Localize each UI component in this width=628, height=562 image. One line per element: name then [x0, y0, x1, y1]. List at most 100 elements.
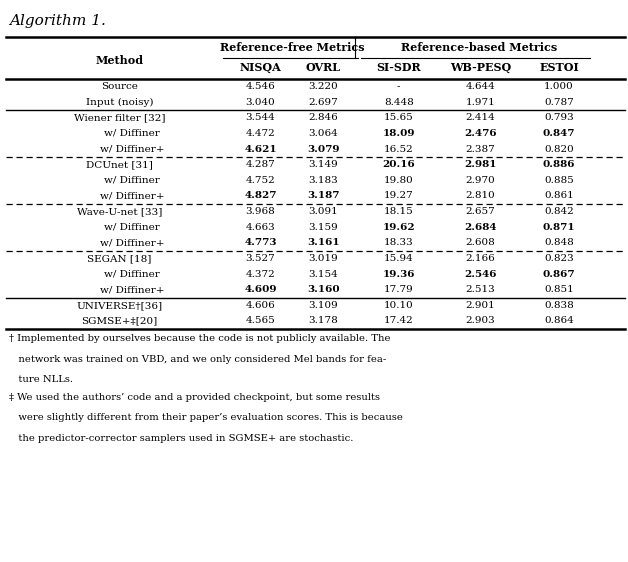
Text: 4.287: 4.287 [246, 160, 276, 169]
Text: 0.823: 0.823 [544, 254, 574, 263]
Text: 2.981: 2.981 [464, 160, 497, 169]
Text: 0.851: 0.851 [544, 285, 574, 294]
Text: 4.644: 4.644 [465, 82, 495, 91]
Text: 20.16: 20.16 [382, 160, 415, 169]
Text: w/ Diffiner+: w/ Diffiner+ [100, 144, 164, 153]
Text: Reference-based Metrics: Reference-based Metrics [401, 42, 557, 53]
Text: 4.606: 4.606 [246, 301, 276, 310]
Text: 16.52: 16.52 [384, 144, 414, 153]
Text: 2.476: 2.476 [464, 129, 497, 138]
Text: 0.848: 0.848 [544, 238, 574, 247]
Text: 0.861: 0.861 [544, 192, 574, 201]
Text: 2.608: 2.608 [465, 238, 495, 247]
Text: 15.94: 15.94 [384, 254, 414, 263]
Text: w/ Diffiner: w/ Diffiner [104, 223, 160, 232]
Text: Reference-free Metrics: Reference-free Metrics [220, 42, 364, 53]
Text: 3.064: 3.064 [308, 129, 338, 138]
Text: 18.15: 18.15 [384, 207, 414, 216]
Text: 2.513: 2.513 [465, 285, 495, 294]
Text: 4.609: 4.609 [244, 285, 277, 294]
Text: 17.79: 17.79 [384, 285, 414, 294]
Text: 0.842: 0.842 [544, 207, 574, 216]
Text: Wave-U-net [33]: Wave-U-net [33] [77, 207, 162, 216]
Text: 0.886: 0.886 [543, 160, 575, 169]
Text: were slightly different from their paper’s evaluation scores. This is because: were slightly different from their paper… [9, 413, 403, 422]
Text: 3.220: 3.220 [308, 82, 338, 91]
Text: 3.178: 3.178 [308, 316, 338, 325]
Text: ture NLLs.: ture NLLs. [9, 375, 73, 384]
Text: 2.387: 2.387 [465, 144, 495, 153]
Text: 19.62: 19.62 [382, 223, 415, 232]
Text: 10.10: 10.10 [384, 301, 414, 310]
Text: Algorithm 1.: Algorithm 1. [9, 14, 106, 28]
Text: NISQA: NISQA [240, 62, 281, 73]
Text: 8.448: 8.448 [384, 98, 414, 107]
Text: 15.65: 15.65 [384, 114, 414, 123]
Text: 3.159: 3.159 [308, 223, 338, 232]
Text: network was trained on VBD, and we only considered Mel bands for fea-: network was trained on VBD, and we only … [9, 355, 387, 364]
Text: 4.663: 4.663 [246, 223, 276, 232]
Text: Wiener filter [32]: Wiener filter [32] [73, 114, 165, 123]
Text: 2.901: 2.901 [465, 301, 495, 310]
Text: 3.160: 3.160 [307, 285, 340, 294]
Text: 2.970: 2.970 [465, 176, 495, 185]
Text: 17.42: 17.42 [384, 316, 414, 325]
Text: 1.000: 1.000 [544, 82, 574, 91]
Text: SEGAN [18]: SEGAN [18] [87, 254, 151, 263]
Text: 3.019: 3.019 [308, 254, 338, 263]
Text: 4.546: 4.546 [246, 82, 276, 91]
Text: w/ Diffiner: w/ Diffiner [104, 176, 160, 185]
Text: 2.697: 2.697 [308, 98, 338, 107]
Text: SGMSE+‡[20]: SGMSE+‡[20] [81, 316, 158, 325]
Text: -: - [397, 82, 401, 91]
Text: 2.810: 2.810 [465, 192, 495, 201]
Text: w/ Diffiner+: w/ Diffiner+ [100, 238, 164, 247]
Text: SI-SDR: SI-SDR [376, 62, 421, 73]
Text: OVRL: OVRL [306, 62, 341, 73]
Text: 2.414: 2.414 [465, 114, 495, 123]
Text: 3.527: 3.527 [246, 254, 276, 263]
Text: 19.27: 19.27 [384, 192, 414, 201]
Text: † Implemented by ourselves because the code is not publicly available. The: † Implemented by ourselves because the c… [9, 334, 391, 343]
Text: 0.793: 0.793 [544, 114, 574, 123]
Text: 18.33: 18.33 [384, 238, 414, 247]
Text: 19.36: 19.36 [382, 270, 415, 279]
Text: 0.871: 0.871 [543, 223, 575, 232]
Text: 0.867: 0.867 [543, 270, 575, 279]
Text: 4.372: 4.372 [246, 270, 276, 279]
Text: Input (noisy): Input (noisy) [85, 98, 153, 107]
Text: 0.820: 0.820 [544, 144, 574, 153]
Text: 3.079: 3.079 [307, 144, 340, 153]
Text: 2.903: 2.903 [465, 316, 495, 325]
Text: 3.183: 3.183 [308, 176, 338, 185]
Text: w/ Diffiner+: w/ Diffiner+ [100, 192, 164, 201]
Text: 2.846: 2.846 [308, 114, 338, 123]
Text: w/ Diffiner: w/ Diffiner [104, 270, 160, 279]
Text: 3.544: 3.544 [246, 114, 276, 123]
Text: 0.864: 0.864 [544, 316, 574, 325]
Text: 18.09: 18.09 [382, 129, 415, 138]
Text: DCUnet [31]: DCUnet [31] [86, 160, 153, 169]
Text: 2.657: 2.657 [465, 207, 495, 216]
Text: 0.847: 0.847 [543, 129, 575, 138]
Text: Method: Method [95, 55, 143, 66]
Text: 3.040: 3.040 [246, 98, 276, 107]
Text: 19.80: 19.80 [384, 176, 414, 185]
Text: the predictor-corrector samplers used in SGMSE+ are stochastic.: the predictor-corrector samplers used in… [9, 433, 354, 442]
Text: 3.161: 3.161 [307, 238, 340, 247]
Text: ‡ We used the authors’ code and a provided checkpoint, but some results: ‡ We used the authors’ code and a provid… [9, 393, 381, 402]
Text: w/ Diffiner+: w/ Diffiner+ [100, 285, 164, 294]
Text: 3.968: 3.968 [246, 207, 276, 216]
Text: 3.154: 3.154 [308, 270, 338, 279]
Text: 3.149: 3.149 [308, 160, 338, 169]
Text: WB-PESQ: WB-PESQ [450, 62, 511, 73]
Text: ESTOI: ESTOI [539, 62, 579, 73]
Text: 2.166: 2.166 [465, 254, 495, 263]
Text: 0.787: 0.787 [544, 98, 574, 107]
Text: 3.109: 3.109 [308, 301, 338, 310]
Text: 4.827: 4.827 [244, 192, 277, 201]
Text: UNIVERSE†[36]: UNIVERSE†[36] [76, 301, 163, 310]
Text: 0.885: 0.885 [544, 176, 574, 185]
Text: 2.546: 2.546 [464, 270, 497, 279]
Text: 3.187: 3.187 [307, 192, 340, 201]
